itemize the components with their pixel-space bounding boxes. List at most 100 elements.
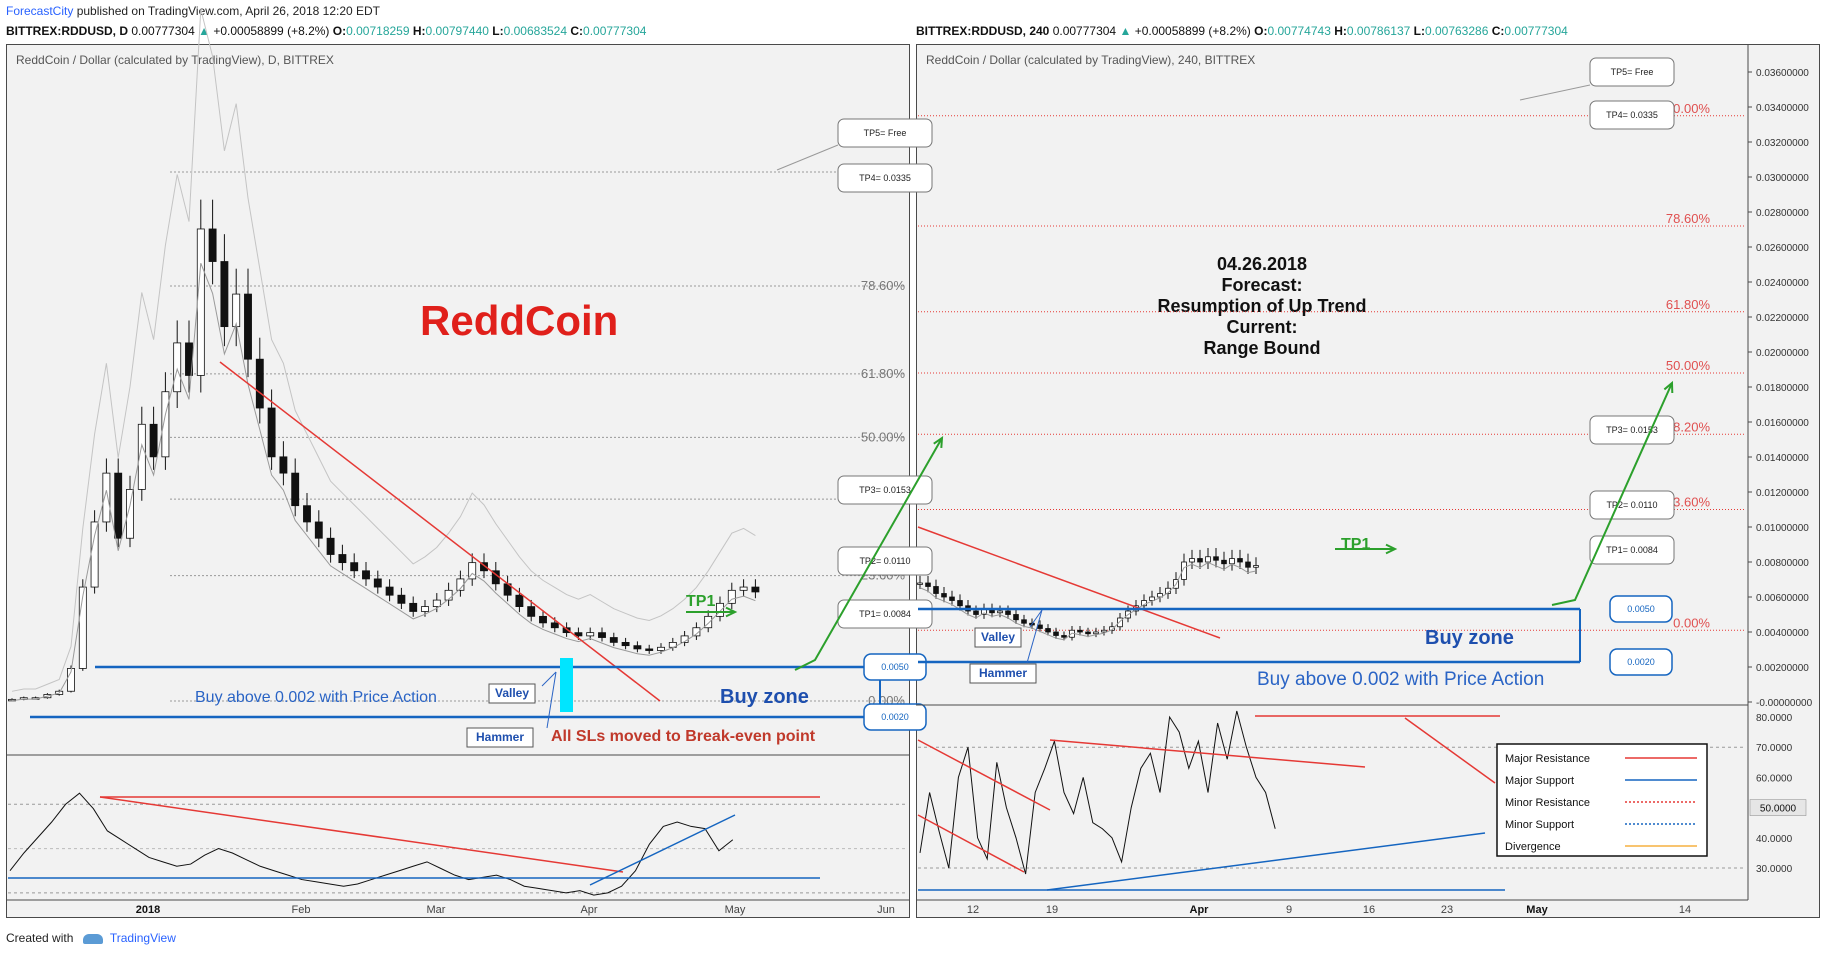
left-hammer-pointer (546, 671, 557, 729)
right-forecast-line: Current: (1227, 317, 1298, 337)
right-candle-body (1205, 556, 1211, 563)
right-c-label: C: (1491, 24, 1505, 38)
left-candle-body (232, 293, 241, 328)
right-h: 0.00786137 (1346, 24, 1411, 38)
right-rsi-ytick: 30.0000 (1756, 864, 1793, 875)
right-candle-body (1061, 635, 1067, 638)
left-candle-body (716, 602, 724, 617)
left-xtick: Apr (580, 904, 597, 916)
left-l-label: L: (492, 24, 504, 38)
left-tp-callout-box (837, 599, 933, 629)
left-xtick: 2018 (136, 904, 160, 916)
right-rsi-res4 (1404, 717, 1496, 784)
right-tp-callout-box (1589, 535, 1675, 565)
right-rsi-line (919, 710, 1276, 875)
right-forecast-line: 04.26.2018 (1217, 254, 1307, 274)
right-level-0050-box (1609, 595, 1673, 623)
right-ytick: 0.02400000 (1756, 278, 1809, 289)
left-candle-body (350, 562, 359, 572)
right-xtick: 9 (1286, 904, 1292, 916)
right-resistance-trendline (917, 526, 1221, 639)
right-candle-body (1093, 631, 1099, 635)
left-candle-body (161, 391, 170, 458)
left-level-0020-box (863, 703, 927, 731)
right-candle-body (1101, 629, 1107, 633)
right-candle-body (1245, 561, 1251, 568)
left-candle-body (208, 228, 217, 262)
tradingview-link[interactable]: TradingView (109, 931, 176, 945)
left-level-0020-label: 0.0020 (881, 712, 909, 722)
right-buyzone-text: Buy zone (1425, 627, 1514, 649)
publish-header: ForecastCity published on TradingView.co… (0, 0, 380, 22)
right-ytick: 0.03400000 (1756, 103, 1809, 114)
left-candle-body (692, 627, 701, 637)
right-o-label: O: (1254, 24, 1268, 38)
footer: Created with TradingView (6, 928, 176, 948)
right-ytick: 0.00200000 (1756, 663, 1809, 674)
left-candle-body (432, 599, 441, 607)
right-rsi-current-box (1749, 799, 1807, 816)
right-tp-callout-label: TP5= Free (1611, 67, 1654, 77)
right-rsi-ytick: 70.0000 (1756, 743, 1793, 754)
right-fib-label: 78.60% (1666, 211, 1711, 226)
right-candle-body (1117, 617, 1123, 628)
right-symbol-bar: BITTREX:RDDUSD, 240 0.00777304 ▲ +0.0005… (916, 22, 1568, 40)
left-tp1-arrow-head (725, 606, 738, 618)
right-tp1-text: TP1 (1341, 536, 1370, 553)
right-candle-body (1021, 619, 1027, 624)
left-level-0050-box (863, 653, 927, 681)
left-candle-body (114, 472, 123, 539)
left-valley-label: Valley (495, 686, 529, 700)
left-candle-body (362, 570, 370, 580)
right-l-label: L: (1413, 24, 1425, 38)
left-candle-body (550, 622, 559, 629)
right-ytick: 0.03600000 (1756, 68, 1809, 79)
legend-item-label: Major Resistance (1505, 753, 1590, 765)
right-xtick: 12 (967, 904, 979, 916)
left-candle-body (255, 358, 264, 409)
right-xtick: 19 (1046, 904, 1058, 916)
left-candle-body (373, 578, 382, 588)
right-candle-body (1045, 628, 1051, 633)
right-tp-callout-box (1589, 490, 1675, 520)
right-candle-body (917, 582, 923, 585)
left-buyzone-text: Buy zone (720, 686, 809, 708)
right-candle-body (1237, 558, 1243, 563)
right-ytick: 0.02800000 (1756, 208, 1809, 219)
left-candle-body (326, 537, 335, 555)
right-candle-body (1085, 631, 1091, 635)
left-candle-body (314, 521, 323, 539)
left-symbol: BITTREX:RDDUSD, D (6, 24, 128, 38)
left-candle-body (137, 423, 146, 490)
left-tp-callout-label: TP5= Free (864, 128, 907, 138)
right-tp-callout-label: TP1= 0.0084 (1606, 545, 1658, 555)
right-candle-body (1037, 624, 1043, 629)
left-candle-body (126, 488, 134, 539)
tradingview-logo-icon (82, 933, 103, 944)
author-link[interactable]: ForecastCity (6, 4, 74, 18)
right-candle-body (1181, 561, 1187, 580)
right-candle-body (1005, 610, 1011, 615)
right-candle-body (949, 596, 955, 601)
right-ytick: 0.00800000 (1756, 558, 1809, 569)
right-forecast-arrow (1551, 382, 1673, 606)
right-rsi-support-trend (1046, 832, 1486, 891)
right-rsi-res1 (917, 739, 1051, 811)
right-tp-callout-box (1589, 100, 1675, 130)
left-fib-label: 78.60% (861, 278, 906, 293)
left-chart-title: ReddCoin / Dollar (calculated by Trading… (16, 53, 334, 67)
right-tp-callout-label: TP3= 0.0153 (1606, 425, 1658, 435)
left-arrow: ▲ (198, 24, 210, 38)
left-chart-frame[interactable] (6, 44, 910, 918)
left-candle-body (173, 342, 182, 393)
legend-box (1496, 743, 1708, 857)
right-candle-body (997, 610, 1003, 614)
left-candle-body (279, 456, 288, 474)
left-candle-body (444, 589, 453, 601)
right-ytick: 0.01200000 (1756, 488, 1809, 499)
right-fib-label: 38.20% (1666, 419, 1711, 434)
left-candle-body (727, 589, 736, 604)
left-candle-body (562, 627, 571, 634)
left-level-0050-label: 0.0050 (881, 662, 909, 672)
